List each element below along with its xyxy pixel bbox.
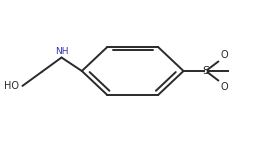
Text: HO: HO <box>3 81 18 91</box>
Text: S: S <box>202 66 209 76</box>
Text: O: O <box>221 50 228 60</box>
Text: NH: NH <box>55 47 68 56</box>
Text: O: O <box>221 82 228 92</box>
